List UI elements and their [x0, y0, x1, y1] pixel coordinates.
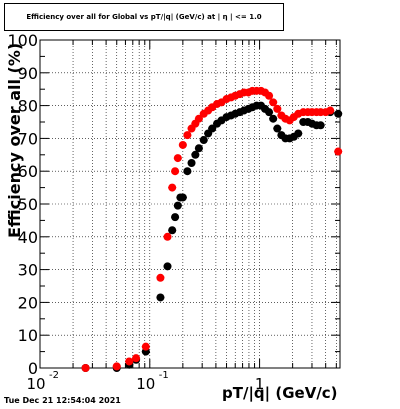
- data-point: [112, 362, 121, 371]
- y-tick-label: 50: [18, 195, 38, 214]
- x-tick-label: 10: [136, 375, 155, 393]
- y-tick-label: 10: [18, 326, 38, 345]
- grid-lines: [40, 40, 340, 368]
- data-point: [273, 104, 282, 113]
- data-point: [191, 150, 200, 159]
- y-tick-label: 40: [18, 228, 38, 247]
- data-point: [294, 129, 303, 138]
- data-point: [156, 293, 165, 302]
- y-tick-label: 30: [18, 261, 38, 280]
- y-axis-label: Efficiency over all (%): [5, 42, 24, 238]
- data-point: [316, 121, 325, 130]
- chart-title: Efficiency over all for Global vs pT/|q|…: [26, 13, 262, 21]
- data-point: [194, 114, 203, 123]
- y-tick-label: 90: [18, 64, 38, 83]
- data-point: [163, 262, 172, 271]
- data-point: [125, 357, 134, 366]
- data-point: [199, 136, 208, 145]
- x-tick-label-exponent: -2: [49, 370, 59, 381]
- data-point: [173, 154, 182, 163]
- data-point: [141, 342, 150, 351]
- chart-title-box: Efficiency over all for Global vs pT/|q|…: [4, 3, 284, 31]
- data-point: [269, 114, 278, 123]
- data-point: [81, 364, 90, 372]
- x-tick-labels: 10 -2 10 -1 1: [26, 370, 264, 393]
- y-tick-label: 20: [18, 293, 38, 312]
- y-tick-label: 100: [7, 31, 38, 50]
- data-point: [171, 167, 180, 176]
- data-point: [265, 91, 274, 100]
- data-point: [334, 109, 343, 118]
- y-tick-label: 70: [18, 129, 38, 148]
- data-point: [178, 140, 187, 149]
- data-point: [269, 98, 278, 107]
- timestamp-footer: Tue Dec 21 12:54:04 2021: [4, 396, 121, 405]
- data-point: [173, 201, 182, 210]
- data-point: [273, 124, 282, 133]
- data-point: [183, 167, 192, 176]
- x-tick-label: 10: [26, 375, 45, 393]
- data-point: [163, 232, 172, 241]
- data-point: [168, 226, 177, 235]
- data-point: [326, 106, 335, 115]
- data-points: [81, 86, 343, 372]
- y-tick-label: 80: [18, 97, 38, 116]
- y-tick-label: 0: [28, 359, 38, 378]
- x-tick-label: 1: [255, 375, 265, 393]
- data-point: [194, 144, 203, 153]
- data-point: [156, 273, 165, 282]
- data-point: [265, 108, 274, 117]
- y-tick-labels: 0 10 20 30 40 50 60 70 80 90 100: [7, 31, 38, 378]
- data-point: [208, 124, 217, 133]
- data-point: [183, 131, 192, 140]
- data-point: [132, 354, 141, 363]
- x-axis-label: pT/|q| (GeV/c): [222, 384, 338, 402]
- data-point: [334, 147, 343, 156]
- y-tick-label: 60: [18, 162, 38, 181]
- data-point: [168, 183, 177, 192]
- data-point: [178, 193, 187, 202]
- x-tick-label-exponent: -1: [159, 370, 169, 381]
- data-point: [171, 213, 180, 222]
- data-point: [187, 159, 196, 167]
